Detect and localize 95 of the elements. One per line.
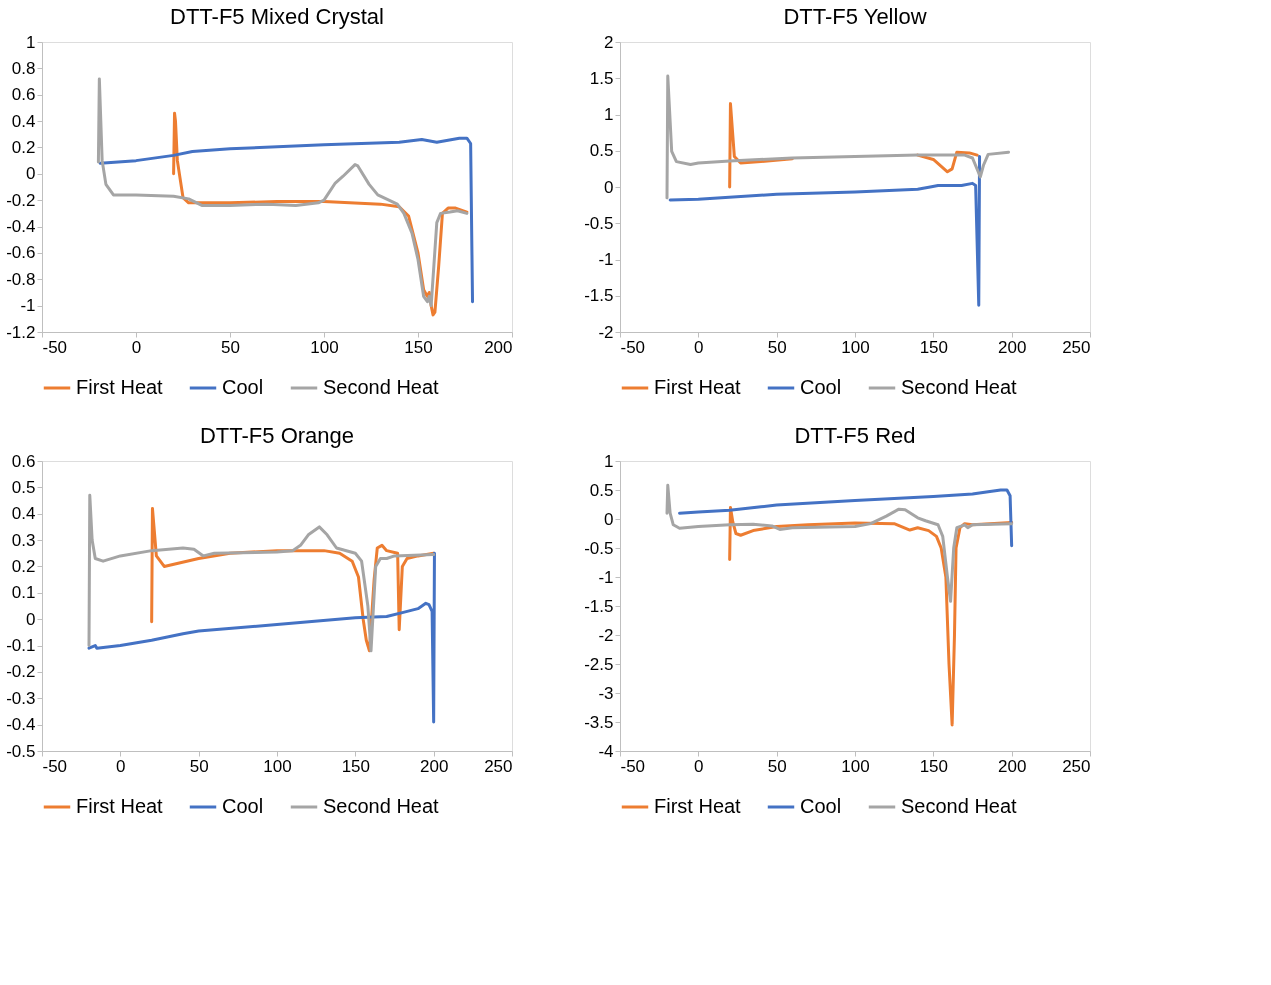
x-tick-label: 200 xyxy=(419,756,449,776)
legend-label: Cool xyxy=(222,795,264,817)
x-tick-label: 50 xyxy=(221,337,240,357)
x-tick-label: 150 xyxy=(919,337,949,357)
y-tick-label: 0.5 xyxy=(589,480,614,500)
x-tick-label: 250 xyxy=(1062,756,1091,776)
legend-label: Cool xyxy=(222,376,264,398)
y-tick-label: 0.4 xyxy=(11,504,36,524)
chart-title: DTT-F5 Mixed Crystal xyxy=(170,4,384,29)
y-tick-label: -0.4 xyxy=(6,217,36,237)
chart-title: DTT-F5 Yellow xyxy=(783,4,927,29)
y-tick-label: -1.5 xyxy=(584,596,614,616)
x-tick-label: 150 xyxy=(341,756,371,776)
chart-title: DTT-F5 Orange xyxy=(199,423,355,448)
legend-label: First Heat xyxy=(76,795,164,817)
line-series xyxy=(87,493,436,653)
y-tick-label: -1.2 xyxy=(6,322,36,342)
x-tick-label: 50 xyxy=(189,756,209,776)
x-tick-label: 0 xyxy=(694,337,704,357)
y-tick-label: -2.5 xyxy=(584,654,614,674)
y-tick-label: 0 xyxy=(604,509,614,529)
x-tick-label: 50 xyxy=(767,756,787,776)
x-tick-label: -50 xyxy=(42,756,68,776)
y-tick-label: -0.5 xyxy=(584,213,614,233)
x-tick-label: -50 xyxy=(620,756,646,776)
line-series xyxy=(678,488,1014,548)
x-tick-label: 250 xyxy=(1062,337,1091,357)
x-tick-label: 150 xyxy=(404,337,433,357)
y-tick-label: -0.2 xyxy=(6,190,36,210)
y-tick-label: -0.5 xyxy=(584,538,614,558)
y-tick-label: -1 xyxy=(598,567,614,587)
y-tick-label: 0 xyxy=(26,609,36,629)
x-tick-label: 100 xyxy=(310,337,339,357)
x-tick-label: 200 xyxy=(484,337,513,357)
legend-label: Second Heat xyxy=(323,795,440,817)
legend-label: First Heat xyxy=(76,376,164,398)
y-tick-label: 0.5 xyxy=(589,141,614,161)
y-tick-label: 1 xyxy=(26,32,36,52)
x-tick-label: 100 xyxy=(841,337,870,357)
x-tick-label: 50 xyxy=(767,337,787,357)
line-series xyxy=(87,551,436,724)
x-tick-label: 0 xyxy=(116,756,126,776)
y-tick-label: -4 xyxy=(598,741,614,761)
x-tick-label: -50 xyxy=(620,337,646,357)
y-tick-label: 0 xyxy=(604,177,614,197)
y-tick-label: -0.8 xyxy=(6,269,36,289)
legend-label: Second Heat xyxy=(901,376,1018,398)
x-tick-label: 100 xyxy=(263,756,292,776)
line-series xyxy=(665,483,1014,603)
legend-label: Cool xyxy=(800,795,842,817)
y-tick-label: 0.1 xyxy=(11,583,36,603)
y-tick-label: 1.5 xyxy=(589,68,614,88)
line-series xyxy=(665,74,1011,200)
y-tick-label: -1.5 xyxy=(584,286,614,306)
x-tick-label: 0 xyxy=(131,337,142,357)
x-tick-label: 200 xyxy=(997,337,1027,357)
line-series xyxy=(98,136,475,304)
y-tick-label: -0.4 xyxy=(6,715,36,735)
x-tick-label: 100 xyxy=(841,756,870,776)
y-tick-label: 0.3 xyxy=(11,530,36,550)
y-tick-label: 0.6 xyxy=(11,451,36,471)
y-tick-label: 1 xyxy=(604,451,614,471)
x-tick-label: 200 xyxy=(997,756,1027,776)
y-tick-label: 0.5 xyxy=(11,477,36,497)
y-tick-label: 0.8 xyxy=(11,58,36,78)
y-tick-label: -3 xyxy=(598,683,614,703)
y-tick-label: -1 xyxy=(598,250,614,269)
y-tick-label: -2 xyxy=(598,322,614,342)
y-tick-label: -0.2 xyxy=(6,662,36,682)
y-tick-label: -1 xyxy=(20,296,36,316)
x-tick-label: 0 xyxy=(694,756,704,776)
y-tick-label: -0.1 xyxy=(6,636,36,656)
y-tick-label: 0.2 xyxy=(11,137,36,157)
y-tick-label: 0.2 xyxy=(11,556,36,576)
x-tick-label: 250 xyxy=(484,756,513,776)
legend-label: Cool xyxy=(800,376,842,398)
legend-label: First Heat xyxy=(654,376,742,398)
y-tick-label: -0.6 xyxy=(6,243,36,263)
y-tick-label: 1 xyxy=(604,105,614,124)
legend-label: First Heat xyxy=(654,795,742,817)
x-tick-label: -50 xyxy=(42,337,68,357)
line-series xyxy=(668,155,982,307)
x-tick-label: 150 xyxy=(919,756,949,776)
legend-label: Second Heat xyxy=(901,795,1018,817)
y-tick-label: 0 xyxy=(26,164,36,184)
y-tick-label: 0.6 xyxy=(11,85,36,105)
chart-title: DTT-F5 Red xyxy=(794,423,916,448)
y-tick-label: 2 xyxy=(604,32,614,52)
y-tick-label: -0.3 xyxy=(6,688,36,708)
legend-label: Second Heat xyxy=(323,376,440,398)
y-tick-label: -2 xyxy=(598,625,614,645)
y-tick-label: 0.4 xyxy=(11,111,36,131)
y-tick-label: -3.5 xyxy=(584,712,614,732)
line-series xyxy=(96,77,469,308)
y-tick-label: -0.5 xyxy=(6,741,36,761)
